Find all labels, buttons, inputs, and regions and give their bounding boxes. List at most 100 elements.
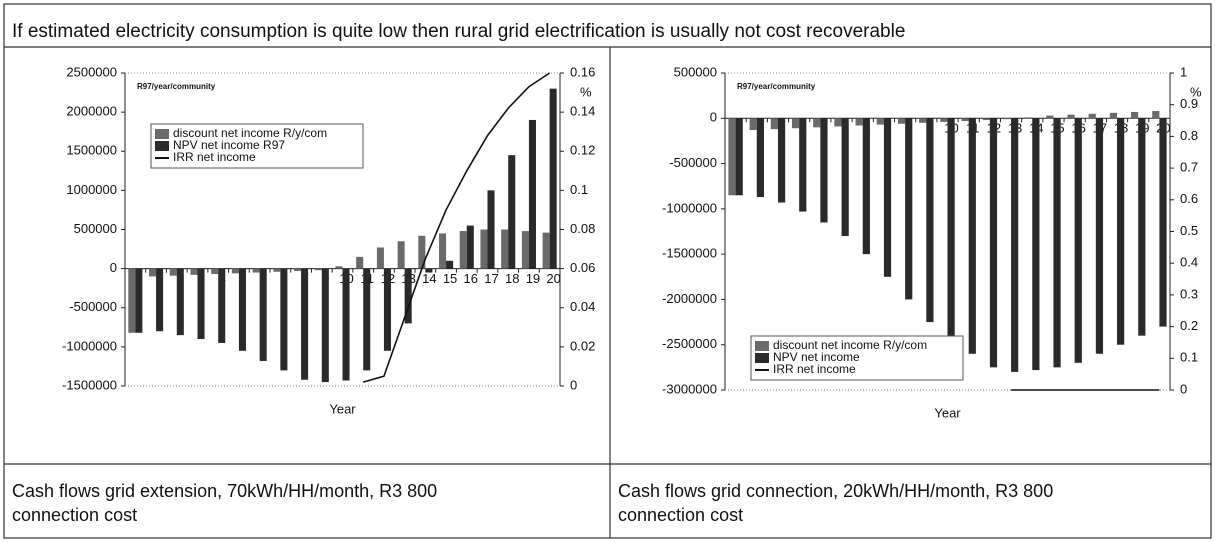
- y-tick-label: 1000000: [66, 182, 117, 197]
- y2-tick-label: 0.08: [570, 221, 595, 236]
- bar: [820, 118, 828, 223]
- bar: [439, 233, 447, 269]
- y-tick-label: -1500000: [662, 246, 717, 261]
- x-tick-label: 17: [484, 271, 498, 286]
- line: [362, 72, 551, 383]
- bar: [342, 268, 350, 381]
- legend-box: [750, 335, 964, 381]
- bar: [480, 229, 488, 269]
- y-tick-label: 0: [710, 110, 717, 125]
- bar: [335, 266, 343, 269]
- bar: [919, 118, 927, 123]
- y-tick-label: -2500000: [662, 336, 717, 351]
- bar: [197, 268, 205, 340]
- outer-frame: [3, 3, 1212, 539]
- bar: [549, 88, 557, 269]
- y2-tick-label: 0.14: [570, 104, 595, 119]
- x-tick-label: 16: [464, 271, 478, 286]
- bar: [1138, 118, 1146, 336]
- y2-tick-label: 0.02: [570, 338, 595, 353]
- bar: [231, 268, 239, 274]
- y-tick-label: 500000: [674, 64, 717, 79]
- bar: [273, 268, 281, 272]
- y2-tick-label: 0.16: [570, 64, 595, 79]
- x-label: Year: [934, 405, 961, 420]
- bar: [862, 118, 870, 255]
- bar: [756, 118, 764, 198]
- y2-tick-label: 0.1: [570, 182, 588, 197]
- bar: [294, 268, 302, 271]
- bar: [501, 229, 509, 269]
- y2-tick-label: 0.04: [570, 299, 595, 314]
- y2-tick-label: 0.5: [1180, 223, 1198, 238]
- y-unit: R97/year/community: [137, 82, 216, 91]
- bar: [1074, 118, 1082, 363]
- x-label: Year: [329, 401, 356, 416]
- y-tick-label: -500000: [69, 299, 117, 314]
- bar: [190, 268, 198, 275]
- bar: [397, 241, 405, 269]
- bar: [799, 118, 807, 212]
- y-tick-label: 0: [110, 260, 117, 275]
- bar: [1053, 118, 1061, 368]
- bar: [135, 268, 143, 333]
- y-tick-label: 1500000: [66, 143, 117, 158]
- bar: [280, 268, 288, 371]
- bar: [905, 118, 913, 300]
- bar: [301, 268, 309, 380]
- bar: [1011, 118, 1019, 372]
- bar: [926, 118, 934, 323]
- legend-swatch: [155, 141, 169, 151]
- bar: [487, 190, 495, 269]
- y2-tick-label: 0.8: [1180, 128, 1198, 143]
- legend-swatch: [155, 129, 169, 139]
- x-tick-label: 14: [422, 271, 436, 286]
- bar: [1152, 111, 1160, 119]
- bar: [542, 232, 550, 269]
- bar: [418, 235, 426, 269]
- legend-box: [150, 123, 364, 169]
- y-unit: R97/year/community: [737, 82, 816, 91]
- bar: [1003, 118, 1012, 120]
- header-title: If estimated electricity consumption is …: [12, 21, 905, 42]
- bar: [376, 247, 384, 269]
- x-tick-label: 18: [505, 271, 519, 286]
- bar: [883, 118, 892, 277]
- y-tick-label: 500000: [74, 221, 117, 236]
- legend-label: NPV net income: [773, 350, 860, 364]
- x-tick-label: 19: [526, 271, 540, 286]
- y2-unit: %: [580, 84, 592, 99]
- bar: [777, 118, 786, 203]
- bar: [169, 268, 177, 276]
- bar: [982, 118, 990, 121]
- y-tick-label: -1000000: [662, 200, 717, 215]
- bar: [855, 118, 863, 126]
- bar: [791, 118, 800, 129]
- bar: [459, 231, 467, 269]
- bar: [1032, 118, 1040, 371]
- bar: [528, 119, 536, 269]
- bar: [259, 268, 267, 361]
- bar: [321, 268, 329, 383]
- bar: [1088, 113, 1096, 119]
- bar: [466, 225, 474, 269]
- legend-label: discount net income R/y/com: [173, 126, 327, 140]
- bar: [1046, 115, 1054, 119]
- bar: [735, 118, 743, 196]
- bar: [961, 118, 969, 122]
- bar: [1067, 114, 1075, 119]
- y2-tick-label: 0: [1180, 381, 1187, 396]
- legend-label: IRR net income: [173, 150, 256, 164]
- legend-label: IRR net income: [773, 362, 856, 376]
- bar: [841, 118, 849, 237]
- caption: Cash flows grid extension, 70kWh/HH/mont…: [12, 481, 437, 525]
- bar: [989, 118, 998, 368]
- bar: [1131, 111, 1139, 119]
- bar: [446, 260, 454, 269]
- bar: [314, 268, 322, 271]
- y-tick-label: 2000000: [66, 104, 117, 119]
- bar: [940, 118, 948, 122]
- y-tick-label: -1000000: [62, 338, 117, 353]
- bar: [176, 268, 184, 336]
- bar: [356, 256, 364, 269]
